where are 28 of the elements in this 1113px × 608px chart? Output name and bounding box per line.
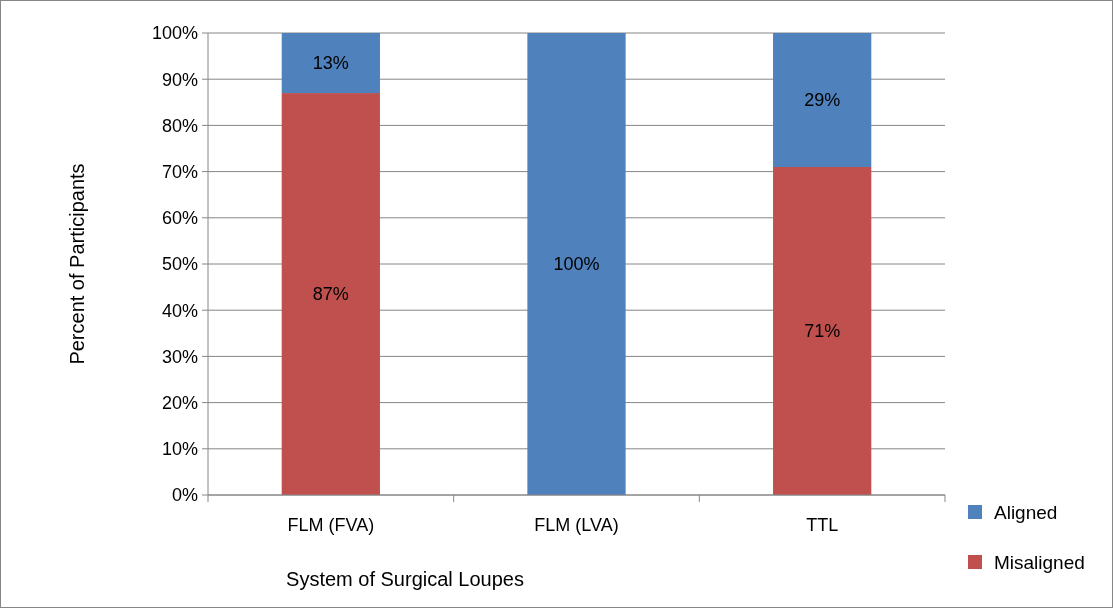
bar <box>281 93 380 495</box>
bar <box>281 33 380 94</box>
y-axis-title: Percent of Participants <box>66 163 88 365</box>
y-tick-label: 80% <box>161 115 198 136</box>
x-tick-label: TTL <box>806 515 839 535</box>
y-tick-label: 0% <box>171 485 198 506</box>
data-label: 29% <box>804 90 841 111</box>
bar <box>773 33 872 167</box>
y-tick-label: 50% <box>161 254 198 275</box>
y-tick-label: 20% <box>161 392 198 413</box>
bar <box>773 166 872 495</box>
legend-label: Aligned <box>994 501 1058 523</box>
y-tick-label: 30% <box>161 346 198 367</box>
legend-label: Misaligned <box>994 551 1085 573</box>
y-tick-label: 70% <box>161 161 198 182</box>
y-tick-label: 60% <box>161 208 198 229</box>
x-tick-label: FLM (FVA) <box>287 515 375 535</box>
y-tick-label: 10% <box>161 439 198 460</box>
x-axis-title: System of Surgical Loupes <box>286 568 524 590</box>
y-tick-label: 40% <box>161 300 198 321</box>
data-label: 71% <box>804 321 841 342</box>
bar <box>527 33 626 495</box>
y-tick-label: 90% <box>161 69 198 90</box>
y-tick-label: 100% <box>151 23 198 44</box>
data-label: 100% <box>553 254 600 275</box>
x-tick-label: FLM (LVA) <box>534 515 619 535</box>
data-label: 87% <box>312 284 349 305</box>
data-label: 13% <box>312 53 349 74</box>
